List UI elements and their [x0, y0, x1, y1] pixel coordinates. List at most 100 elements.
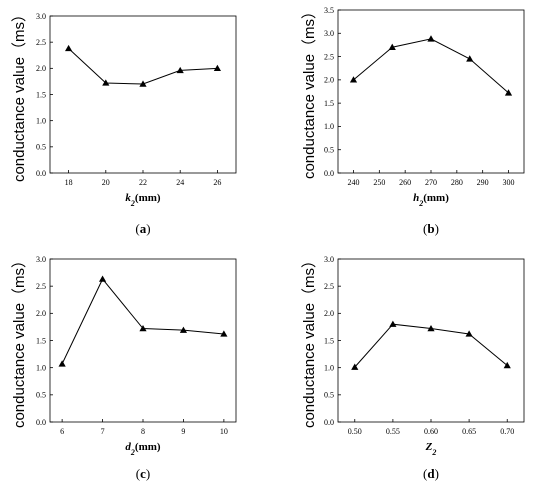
y-tick-label: 2.5	[324, 52, 334, 61]
y-tick-label: 0.0	[324, 418, 334, 427]
y-tick-label: 1.0	[324, 363, 334, 372]
data-point-marker	[427, 324, 435, 332]
x-tick-label: 250	[373, 178, 385, 187]
panel-paren-open: (	[136, 466, 140, 481]
x-tick-label: 8	[141, 427, 145, 436]
x-tick-label: 260	[399, 178, 411, 187]
y-axis-label: conductance value（ms）	[11, 7, 28, 182]
y-tick-label: 2.0	[324, 309, 334, 318]
data-point-marker	[503, 361, 511, 369]
x-axis-unit: (mm)	[423, 192, 449, 204]
data-point-marker	[139, 80, 147, 87]
x-axis-label: Z2	[425, 441, 437, 457]
data-point-marker	[213, 64, 221, 72]
y-axis-label: conductance value（ms）	[11, 253, 28, 428]
x-tick-label: 0.50	[348, 427, 362, 436]
x-tick-label: 0.55	[386, 427, 400, 436]
x-tick-label: 26	[213, 178, 221, 187]
data-point-marker	[98, 275, 107, 282]
data-point-marker	[466, 55, 474, 62]
data-point-marker	[220, 330, 228, 337]
panel-paren-close: )	[435, 466, 439, 481]
y-tick-label: 0.0	[324, 169, 334, 178]
y-tick-label: 0.0	[36, 169, 46, 178]
x-axis-subscript: 2	[431, 448, 436, 457]
chart-panel-c: 0.0 0.5 1.0 1.5 2.0 2.5 3.0 6 7 8 9 10 conductance v…	[11, 253, 237, 481]
y-tick-label: 1.5	[36, 336, 46, 345]
panel-paren-close: )	[435, 221, 439, 236]
chart-panel-b: 0.0 0.5 1.0 1.5 2.0 2.5 3.0 3.5 240 250 260 270 280 2…	[301, 4, 525, 236]
y-tick-label: 1.0	[36, 116, 46, 125]
data-point-marker	[58, 360, 66, 367]
plot-frame	[49, 258, 237, 423]
x-tick-label: 270	[425, 178, 437, 187]
panel-paren-open: (	[135, 221, 139, 236]
x-axis-symbol: h	[413, 192, 419, 204]
panel-paren-open: (	[423, 466, 427, 481]
x-tick-label: 10	[220, 427, 228, 436]
x-axis-label: k2(mm)	[125, 192, 160, 208]
series-line	[61, 278, 224, 365]
y-tick-label: 3.0	[36, 255, 46, 264]
panel-label: (a)	[135, 221, 150, 236]
y-tick-label: 1.5	[324, 99, 334, 108]
x-tick-label: 0.60	[424, 427, 438, 436]
y-tick-label: 0.0	[36, 418, 46, 427]
x-tick-label: 6	[60, 427, 64, 436]
series-line	[68, 48, 218, 85]
panel-letter: b	[427, 221, 434, 236]
y-tick-label: 3.5	[324, 6, 334, 15]
y-tick-label: 3.0	[324, 255, 334, 264]
x-tick-label: 280	[451, 178, 463, 187]
y-tick-label: 0.5	[36, 143, 46, 152]
y-tick-label: 2.0	[36, 64, 46, 73]
y-tick-label: 2.5	[36, 282, 46, 291]
y-axis-label: conductance value（ms）	[301, 4, 318, 179]
data-point-marker	[504, 89, 513, 96]
panel-label: (c)	[136, 466, 150, 481]
y-tick-label: 1.0	[324, 122, 334, 131]
panel-paren-open: (	[423, 221, 427, 236]
x-tick-label: 300	[503, 178, 515, 187]
y-tick-label: 1.5	[36, 90, 46, 99]
y-tick-label: 0.5	[36, 391, 46, 400]
y-tick-label: 1.5	[324, 336, 334, 345]
plot-frame	[337, 258, 525, 423]
plot-frame	[49, 15, 237, 174]
y-tick-label: 1.0	[36, 363, 46, 372]
data-point-marker	[176, 66, 184, 74]
data-point-marker	[389, 320, 397, 327]
x-tick-label: 22	[139, 178, 147, 187]
plot-frame	[337, 9, 525, 174]
y-tick-label: 2.0	[36, 309, 46, 318]
y-axis-label: conductance value（ms）	[301, 253, 318, 428]
data-point-marker	[65, 44, 73, 52]
series-line	[353, 38, 509, 94]
panel-letter: a	[140, 221, 147, 236]
panel-label: (d)	[423, 466, 439, 481]
x-axis-subscript: 2	[418, 199, 423, 208]
x-axis-unit: (mm)	[135, 192, 161, 204]
x-axis-unit: (mm)	[135, 441, 161, 453]
x-tick-label: 7	[101, 427, 105, 436]
x-axis-label: h2(mm)	[413, 192, 449, 208]
chart-panel-a: 0.0 0.5 1.0 1.5 2.0 2.5 3.0 18 20 22 24 26 conductan…	[11, 7, 237, 236]
x-tick-label: 240	[348, 178, 360, 187]
data-point-marker	[351, 363, 359, 370]
y-tick-label: 0.5	[324, 391, 334, 400]
data-point-marker	[465, 330, 473, 337]
x-axis-subscript: 2	[130, 448, 135, 457]
y-tick-label: 3.0	[324, 29, 334, 38]
y-tick-label: 2.5	[36, 38, 46, 47]
data-point-marker	[388, 43, 396, 50]
x-axis-symbol: d	[125, 441, 131, 453]
data-point-marker	[349, 76, 358, 83]
y-tick-label: 2.5	[324, 282, 334, 291]
y-tick-label: 3.0	[36, 12, 46, 21]
data-point-marker	[427, 35, 435, 42]
panel-label: (b)	[423, 221, 439, 236]
panel-paren-close: )	[146, 221, 150, 236]
x-tick-label: 290	[477, 178, 489, 187]
panel-letter: c	[140, 466, 146, 481]
